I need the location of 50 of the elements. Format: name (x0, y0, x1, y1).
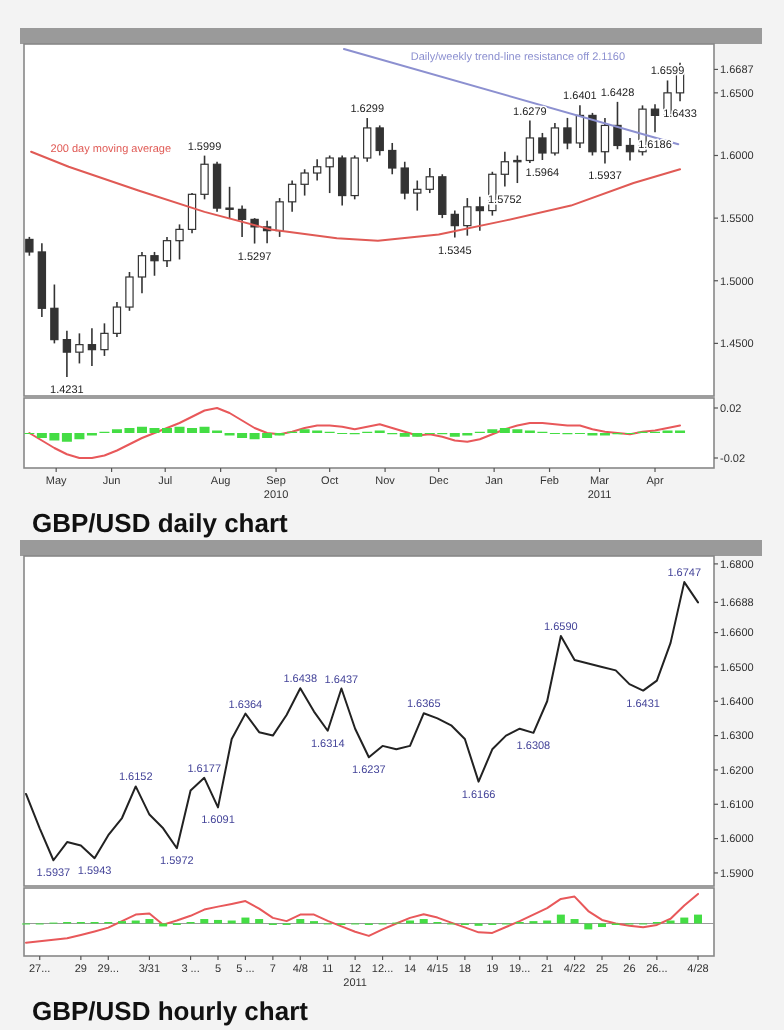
candlestick (475, 196, 485, 232)
candlestick (525, 119, 535, 164)
candlestick (75, 332, 84, 365)
candlestick (225, 186, 234, 219)
candlestick (300, 168, 309, 197)
candlestick (500, 150, 510, 188)
candlestick (125, 271, 134, 312)
candlestick (375, 124, 384, 157)
candlestick (400, 160, 409, 201)
candlestick (575, 104, 585, 149)
candlestick (413, 179, 422, 212)
line-series (28, 407, 682, 459)
candlestick (463, 197, 472, 237)
candlestick (50, 283, 59, 345)
candlestick (112, 301, 122, 338)
candlestick (150, 251, 159, 277)
candlestick (363, 117, 372, 163)
candlestick (162, 236, 172, 268)
candlestick (613, 101, 622, 151)
candlestick (550, 122, 560, 157)
line-series (25, 581, 699, 862)
candlestick (538, 132, 547, 161)
candlestick (625, 137, 635, 162)
candlestick (600, 117, 610, 165)
text: GBP/USD hourly chart (32, 996, 310, 1026)
candlestick (100, 322, 109, 357)
candlestick (438, 173, 447, 219)
candlestick (212, 160, 222, 213)
candlestick (175, 223, 184, 261)
candlestick (237, 204, 247, 238)
candlestick (450, 209, 459, 239)
candlestick (200, 154, 209, 201)
candlestick (287, 179, 297, 213)
candlestick (513, 154, 522, 184)
candlestick (187, 192, 197, 234)
candlestick (137, 251, 147, 295)
candlestick (275, 197, 284, 238)
candlestick (337, 154, 347, 207)
candlestick (325, 154, 334, 194)
candlestick (62, 330, 72, 378)
candlestick (25, 236, 34, 257)
candlestick (650, 103, 660, 133)
candlestick (350, 154, 359, 201)
candlestick (563, 117, 572, 151)
candlestick (425, 167, 434, 194)
candlestick (87, 327, 97, 367)
candlestick (588, 112, 597, 157)
text: GBP/USD daily chart (32, 508, 290, 538)
candlestick (312, 158, 322, 182)
candlestick (388, 142, 397, 176)
